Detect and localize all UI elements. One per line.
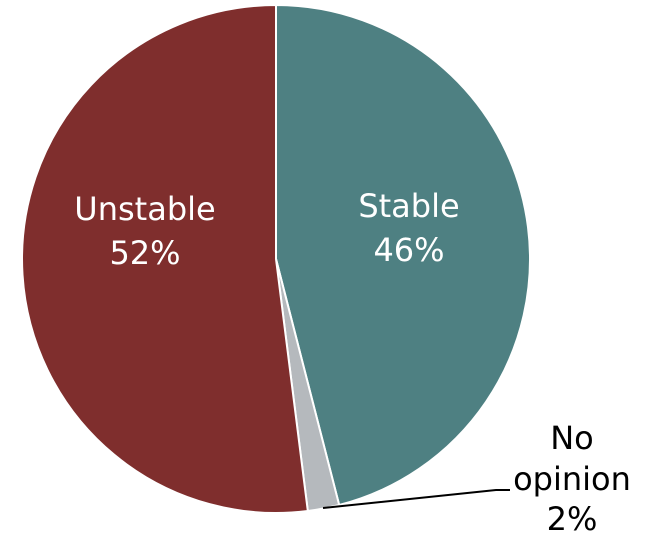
label-unstable-name: Unstable — [74, 190, 215, 228]
label-no-opinion-name-line2: opinion — [513, 460, 631, 498]
pie-slice-unstable — [21, 3, 309, 514]
label-stable-value: 46% — [373, 231, 444, 269]
pie-slices — [21, 3, 531, 514]
no-opinion-leader-line — [322, 489, 510, 509]
label-no-opinion-name-line1: No — [550, 419, 594, 457]
label-no-opinion-value: 2% — [547, 500, 598, 538]
label-stable-name: Stable — [358, 187, 459, 225]
label-unstable-value: 52% — [109, 234, 180, 272]
pie-slice-stable — [275, 3, 531, 507]
